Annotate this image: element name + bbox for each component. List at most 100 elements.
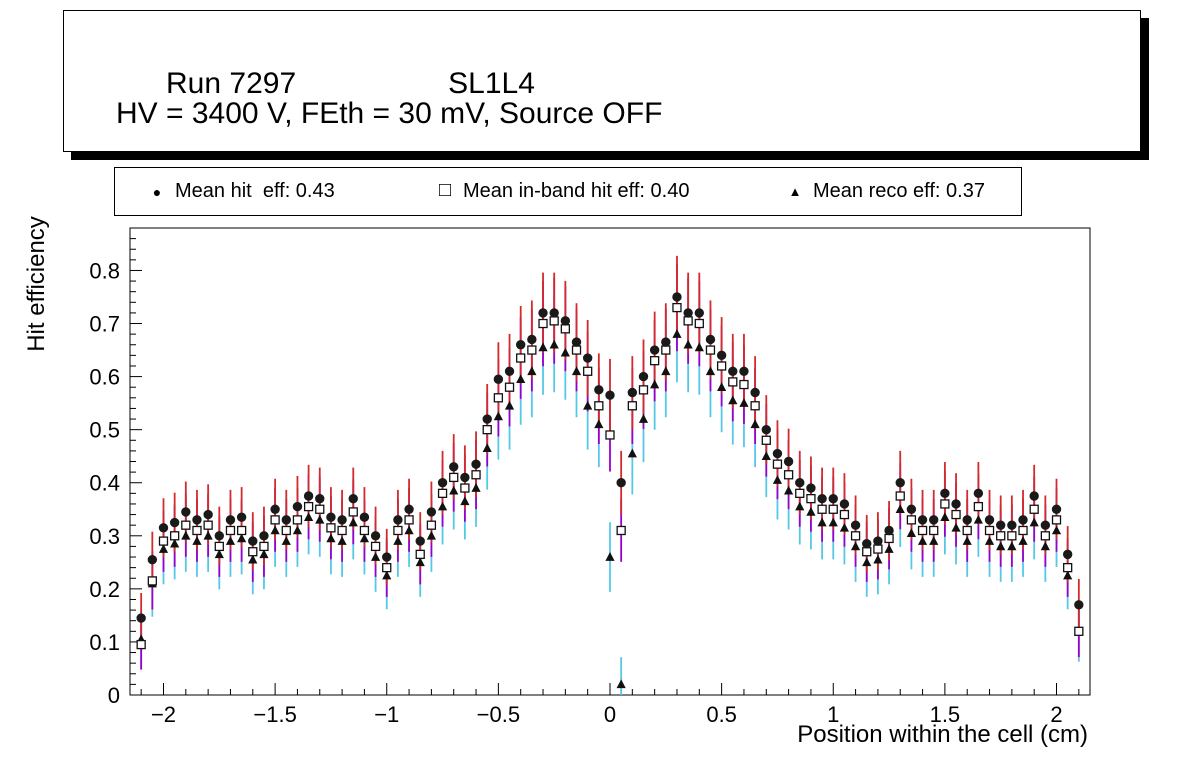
filled-circle-marker-icon [214, 531, 225, 541]
filled-circle-marker-icon [236, 512, 247, 522]
filled-circle-marker-icon [181, 507, 191, 517]
open-square-marker-icon [482, 425, 492, 435]
legend-entry-reco-eff: ▲ Mean reco eff: 0.37 [777, 168, 1021, 215]
filled-circle-marker-icon [627, 387, 638, 398]
open-square-marker-icon [359, 525, 370, 536]
filled-triangle-marker-icon [761, 451, 771, 460]
open-square-marker-icon [850, 531, 861, 541]
filled-circle-marker-icon [549, 308, 559, 318]
legend-entry-inband-hit-eff: □ Mean in-band hit eff: 0.40 [427, 168, 777, 215]
open-square-marker-icon [1040, 531, 1050, 541]
open-square-marker-icon [1063, 562, 1073, 573]
open-square-marker-icon [661, 345, 671, 355]
open-square-marker-icon [203, 520, 213, 530]
y-tick-label: 0.3 [89, 524, 120, 549]
x-tick-label: −1.5 [253, 702, 296, 727]
filled-circle-marker-icon [783, 456, 794, 467]
filled-circle-marker-icon [426, 507, 437, 517]
open-square-marker-icon: □ [438, 178, 452, 201]
open-square-marker-icon [806, 493, 816, 504]
filled-circle-marker-icon [661, 337, 671, 347]
filled-circle-marker-icon [817, 493, 827, 504]
open-square-marker-icon [326, 523, 336, 533]
open-square-marker-icon [449, 472, 459, 483]
filled-triangle-marker-icon [170, 538, 180, 548]
open-square-marker-icon [248, 547, 258, 557]
open-square-marker-icon [996, 531, 1006, 541]
filled-triangle-marker-icon [884, 544, 894, 553]
filled-circle-marker-icon [393, 515, 403, 525]
filled-circle-marker-icon [705, 334, 716, 345]
filled-circle-marker-icon [1040, 520, 1051, 530]
filled-triangle-marker-icon [493, 411, 503, 421]
filled-circle-marker-icon [538, 308, 548, 318]
open-square-marker-icon [571, 345, 582, 355]
filled-circle-marker-icon [828, 493, 838, 504]
filled-triangle-marker-icon [605, 552, 615, 561]
filled-triangle-marker-icon [248, 554, 258, 564]
x-tick-label: −0.5 [477, 702, 520, 727]
filled-triangle-marker-icon [839, 522, 850, 532]
filled-circle-marker-icon [995, 520, 1006, 530]
filled-triangle-marker-icon [304, 512, 314, 522]
y-tick-label: 0.6 [89, 365, 120, 390]
filled-triangle-marker-icon [214, 549, 224, 559]
series-mean-hit-eff-markers [136, 292, 1084, 623]
open-square-marker-icon [225, 525, 236, 536]
run-label: Run 7297 [166, 67, 297, 100]
series-mean-in-band-hit-eff-markers [136, 302, 1084, 650]
open-square-marker-icon [192, 525, 202, 536]
open-square-marker-icon [404, 515, 414, 525]
y-tick-label: 0.4 [89, 471, 120, 496]
filled-triangle-marker-icon [962, 536, 972, 545]
open-square-marker-icon [504, 382, 515, 392]
open-square-marker-icon [650, 356, 660, 366]
open-square-marker-icon [1007, 531, 1017, 541]
filled-triangle-marker-icon [661, 366, 671, 376]
open-square-marker-icon [839, 509, 850, 520]
filled-triangle-marker-icon [1018, 536, 1028, 545]
open-square-marker-icon [683, 316, 693, 326]
filled-triangle-marker-icon [750, 419, 760, 429]
open-square-marker-icon [605, 430, 615, 440]
legend-label-hit-eff: Mean hit eff: 0.43 [175, 180, 335, 202]
filled-circle-marker-icon [337, 515, 347, 525]
open-square-marker-icon [940, 499, 950, 509]
open-square-marker-icon [906, 515, 917, 525]
filled-triangle-marker-icon [359, 533, 370, 543]
open-square-marker-icon [214, 541, 224, 552]
open-square-marker-icon [527, 345, 537, 355]
y-tick-label: 0.1 [89, 630, 120, 655]
filled-triangle-marker-icon: ▲ [788, 184, 802, 199]
filled-circle-marker-icon [1062, 549, 1073, 560]
filled-triangle-marker-icon [404, 525, 414, 535]
filled-circle-marker-icon [136, 613, 146, 623]
filled-circle-marker-icon [1007, 520, 1017, 530]
filled-circle-marker-icon [1074, 600, 1084, 610]
filled-circle-marker-icon [582, 353, 593, 363]
filled-triangle-marker-icon [482, 443, 492, 453]
x-tick-label: 1.5 [930, 702, 961, 727]
title-box: Run 7297 SL1L4 HV = 3400 V, FEth = 30 mV,… [63, 10, 1141, 152]
open-square-marker-icon [426, 520, 437, 530]
title-line-1: Run 7297 SL1L4 [116, 33, 535, 135]
open-square-marker-icon [1051, 515, 1062, 525]
open-square-marker-icon [393, 525, 403, 536]
filled-triangle-marker-icon [270, 525, 280, 535]
filled-triangle-marker-icon [951, 522, 961, 532]
filled-circle-marker-icon [917, 515, 928, 525]
open-square-marker-icon [929, 525, 939, 536]
open-square-marker-icon [984, 525, 995, 536]
filled-circle-marker-icon [716, 350, 727, 361]
open-square-marker-icon [638, 385, 649, 395]
x-axis-ticks [140, 683, 1080, 695]
open-square-marker-icon [616, 525, 626, 536]
legend-box: ● Mean hit eff: 0.43 □ Mean in-band hit … [114, 167, 1022, 216]
filled-triangle-marker-icon [1029, 517, 1039, 527]
filled-triangle-marker-icon [393, 536, 403, 545]
filled-circle-marker-icon [359, 512, 370, 522]
open-square-marker-icon [862, 547, 872, 557]
open-square-marker-icon [270, 515, 280, 525]
filled-triangle-marker-icon [292, 525, 303, 535]
